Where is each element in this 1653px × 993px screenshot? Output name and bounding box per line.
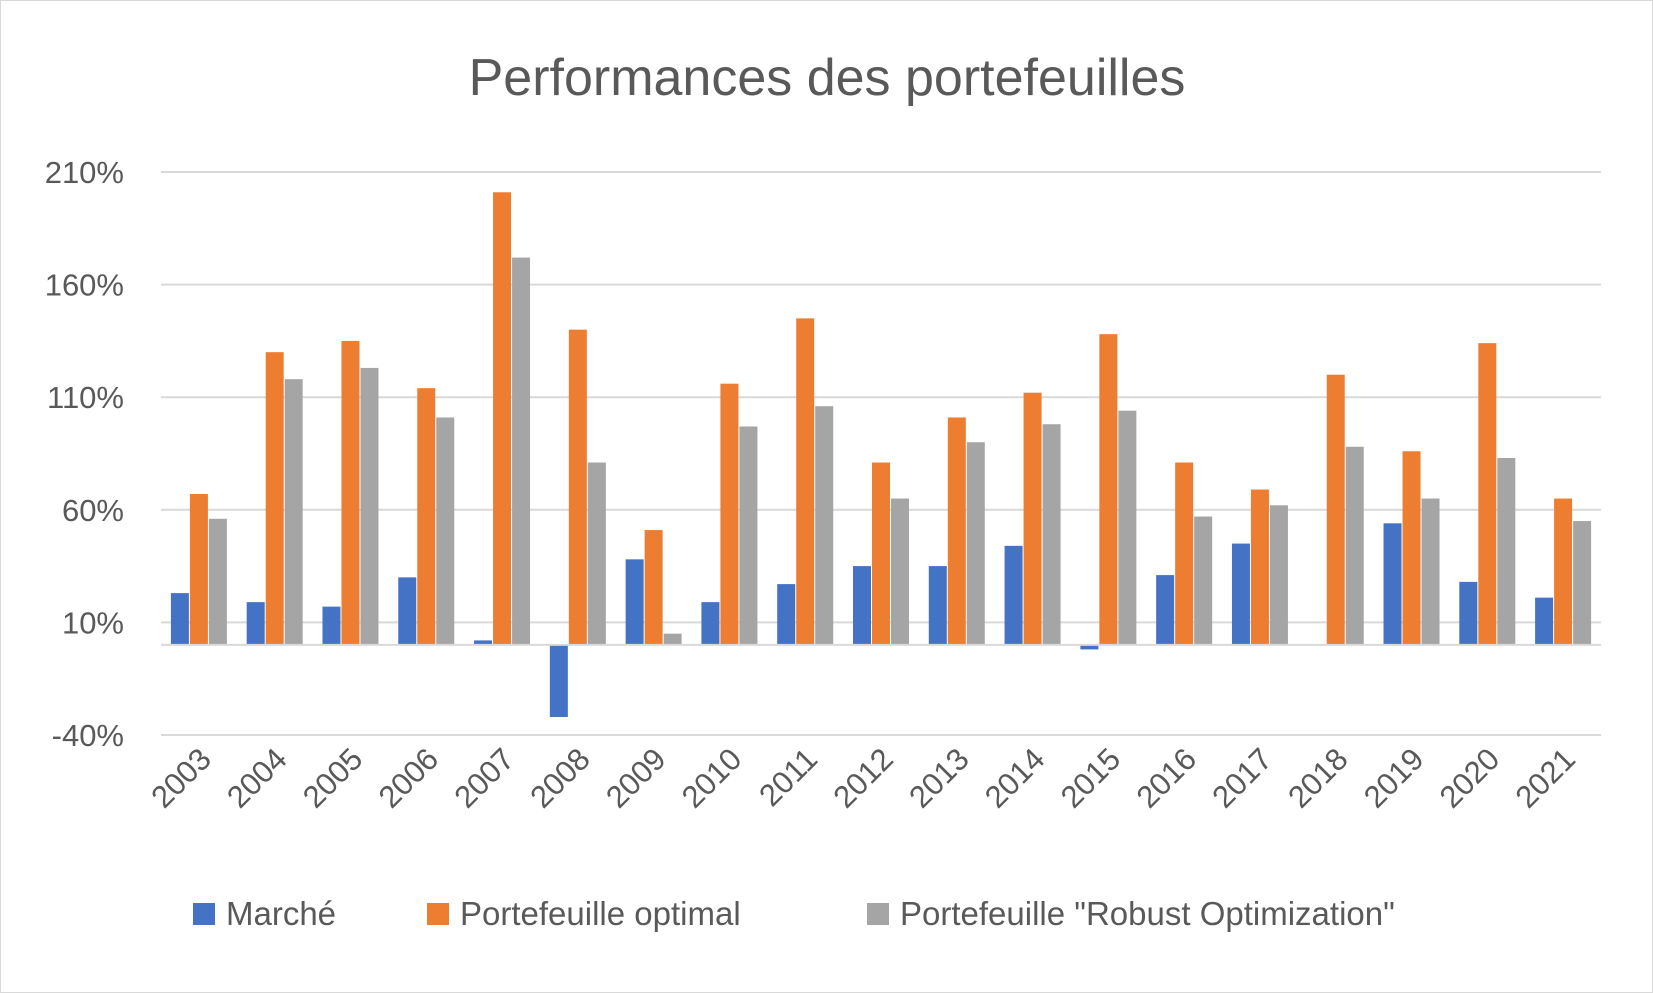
y-tick-label: 60% (62, 493, 124, 528)
bar-portefeuille-robust-2016 (1194, 516, 1213, 645)
legend-label: Portefeuille optimal (460, 895, 741, 932)
bar-portefeuille-optimal-2018 (1326, 374, 1345, 645)
x-tick-label: 2019 (1357, 741, 1431, 815)
bar-portefeuille-robust-2019 (1421, 498, 1440, 645)
bar-marche-2020 (1459, 581, 1478, 645)
bar-portefeuille-optimal-2005 (341, 340, 360, 645)
bars (170, 192, 1592, 717)
bar-portefeuille-robust-2011 (815, 406, 834, 645)
legend-label: Marché (226, 895, 336, 932)
bar-portefeuille-robust-2010 (739, 426, 758, 645)
bar-portefeuille-optimal-2007 (493, 192, 512, 645)
bar-portefeuille-robust-2013 (966, 442, 985, 645)
y-tick-label: -40% (52, 718, 124, 753)
bar-portefeuille-robust-2009 (663, 633, 682, 645)
bar-marche-2015 (1080, 644, 1099, 650)
y-tick-label: 160% (45, 268, 124, 303)
bar-portefeuille-optimal-2011 (796, 318, 815, 645)
legend-swatch (427, 903, 449, 925)
bar-portefeuille-robust-2018 (1345, 446, 1364, 645)
bar-portefeuille-optimal-2017 (1250, 489, 1269, 645)
y-tick-label: 10% (62, 605, 124, 640)
x-tick-label: 2003 (144, 741, 218, 815)
x-tick-label: 2011 (752, 741, 824, 813)
bar-portefeuille-optimal-2012 (872, 462, 890, 645)
legend-swatch (867, 903, 889, 925)
bar-portefeuille-robust-2008 (587, 462, 606, 645)
bar-marche-2005 (322, 606, 341, 645)
y-tick-label: 210% (45, 155, 124, 190)
bar-portefeuille-optimal-2016 (1175, 462, 1194, 645)
x-tick-label: 2005 (296, 741, 370, 815)
x-tick-label: 2021 (1509, 741, 1583, 815)
y-axis-ticks: 210% 160% 110% 60% 10% -40% (45, 155, 124, 753)
x-tick-label: 2010 (675, 741, 749, 815)
legend-label: Portefeuille "Robust Optimization" (900, 895, 1395, 932)
bar-portefeuille-robust-2015 (1118, 410, 1137, 645)
bar-portefeuille-optimal-2006 (417, 388, 436, 645)
x-axis-ticks: 2003 2004 2005 2006 2007 2008 2009 2010 2011 2012… (144, 741, 1582, 815)
x-tick-label: 2015 (1054, 741, 1128, 815)
bar-marche-2010 (701, 602, 720, 645)
bar-portefeuille-optimal-2009 (644, 530, 663, 645)
bar-portefeuille-robust-2007 (512, 257, 531, 645)
bar-marche-2006 (398, 577, 417, 645)
bar-portefeuille-optimal-2010 (720, 383, 739, 645)
y-tick-label: 110% (47, 380, 124, 415)
x-tick-label: 2014 (978, 741, 1052, 815)
x-tick-label: 2013 (902, 741, 976, 815)
bar-portefeuille-robust-2020 (1497, 458, 1516, 645)
bar-marche-2013 (928, 566, 947, 645)
bar-portefeuille-optimal-2004 (265, 352, 284, 645)
bar-marche-2011 (777, 584, 796, 645)
x-tick-label: 2017 (1205, 741, 1279, 815)
bar-portefeuille-optimal-2013 (947, 417, 966, 645)
legend-swatch (193, 903, 215, 925)
bar-marche-2009 (625, 559, 644, 645)
bar-portefeuille-optimal-2021 (1554, 498, 1573, 645)
bar-portefeuille-robust-2004 (284, 379, 303, 645)
bar-portefeuille-optimal-2014 (1023, 392, 1042, 645)
bar-portefeuille-optimal-2008 (568, 329, 587, 645)
x-tick-label: 2018 (1281, 741, 1355, 815)
bar-marche-2014 (1004, 545, 1023, 645)
x-tick-label: 2007 (447, 741, 521, 815)
bar-portefeuille-optimal-2015 (1099, 334, 1118, 645)
x-tick-label: 2004 (220, 741, 294, 815)
bar-marche-2008 (549, 644, 568, 717)
x-tick-label: 2006 (372, 741, 446, 815)
bar-marche-2004 (246, 602, 265, 645)
bar-marche-2021 (1535, 597, 1554, 645)
bar-marche-2007 (474, 640, 493, 645)
bar-marche-2003 (170, 593, 189, 645)
x-tick-label: 2008 (523, 741, 597, 815)
bar-portefeuille-robust-2006 (436, 417, 455, 645)
bar-portefeuille-robust-2014 (1042, 424, 1061, 645)
bar-marche-2019 (1383, 523, 1402, 645)
bar-marche-2016 (1156, 575, 1175, 645)
x-tick-label: 2020 (1433, 741, 1507, 815)
legend: Marché Portefeuille optimal Portefeuille "… (193, 895, 1395, 932)
bar-portefeuille-robust-2012 (891, 498, 909, 645)
bar-portefeuille-robust-2021 (1573, 521, 1592, 645)
bar-marche-2017 (1231, 543, 1250, 645)
bar-marche-2012 (853, 566, 871, 645)
chart-title: Performances des portefeuilles (469, 49, 1186, 107)
bar-portefeuille-robust-2005 (360, 367, 379, 645)
x-tick-label: 2012 (826, 741, 900, 815)
x-tick-label: 2016 (1130, 741, 1204, 815)
x-tick-label: 2009 (599, 741, 673, 815)
bar-portefeuille-robust-2003 (208, 518, 227, 645)
bar-portefeuille-optimal-2003 (189, 494, 208, 645)
bar-portefeuille-robust-2017 (1269, 505, 1288, 645)
bar-portefeuille-optimal-2019 (1402, 451, 1421, 645)
bar-portefeuille-optimal-2020 (1478, 343, 1497, 645)
